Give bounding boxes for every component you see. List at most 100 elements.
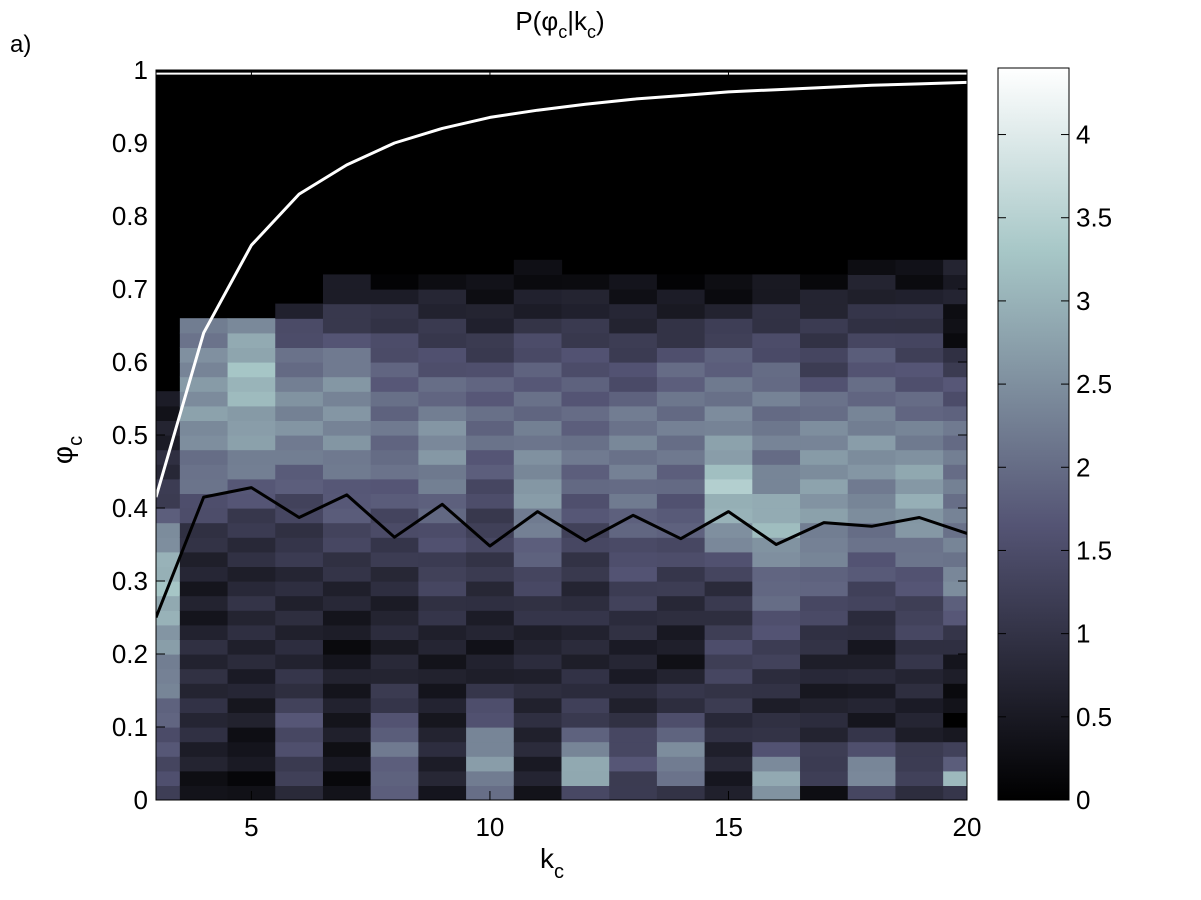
heatmap-cell <box>561 303 610 319</box>
heatmap-cell <box>800 581 849 597</box>
heatmap-cell <box>513 478 563 494</box>
y-tick-label: 1 <box>134 55 148 85</box>
heatmap-cell <box>561 595 610 611</box>
heatmap-cell <box>466 332 515 348</box>
heatmap-cell <box>609 362 658 378</box>
heatmap-cell <box>800 493 849 509</box>
heatmap-cell <box>847 610 897 626</box>
heatmap-cell <box>418 332 467 348</box>
heatmap-cell <box>179 639 229 655</box>
heatmap-cell <box>322 405 372 421</box>
heatmap-cell <box>609 697 658 713</box>
heatmap-cell <box>370 610 419 626</box>
heatmap-cell <box>800 741 849 757</box>
heatmap-cell <box>800 770 849 786</box>
heatmap-cell <box>466 274 515 290</box>
heatmap-cell <box>179 683 229 699</box>
heatmap-cell <box>656 727 706 743</box>
heatmap-cell <box>656 624 706 640</box>
heatmap-cell <box>466 624 515 640</box>
heatmap-cell <box>561 493 610 509</box>
heatmap-cell <box>227 332 276 348</box>
heatmap-cell <box>370 449 419 465</box>
heatmap-cell <box>847 566 897 582</box>
heatmap-cell <box>943 362 967 378</box>
heatmap-cell <box>275 318 324 334</box>
heatmap-cell <box>322 274 372 290</box>
heatmap-cell <box>847 654 897 670</box>
heatmap-cell <box>513 566 563 582</box>
heatmap-cell <box>800 347 849 363</box>
heatmap-cell <box>895 376 944 392</box>
heatmap-cell <box>561 391 610 407</box>
colorbar-tick-label: 0.5 <box>1076 702 1112 732</box>
heatmap-cell <box>418 610 467 626</box>
heatmap-cell <box>466 770 515 786</box>
series-line-white <box>156 80 967 498</box>
heatmap-cell <box>943 259 967 275</box>
heatmap-cell <box>656 697 706 713</box>
heatmap-cell <box>704 770 753 786</box>
heatmap-cell <box>943 697 967 713</box>
heatmap-cell <box>466 303 515 319</box>
heatmap-cell <box>418 683 467 699</box>
heatmap-cell <box>418 741 467 757</box>
heatmap-cell <box>895 522 944 538</box>
colorbar-tick-label: 2 <box>1076 452 1090 482</box>
heatmap-cell <box>466 362 515 378</box>
heatmap-cell <box>466 712 515 728</box>
heatmap-cell <box>895 362 944 378</box>
heatmap-cell <box>752 362 801 378</box>
heatmap-cell <box>418 376 467 392</box>
heatmap-cell <box>561 405 610 421</box>
heatmap-cell <box>370 435 419 451</box>
heatmap-cell <box>609 610 658 626</box>
heatmap-cell <box>800 683 849 699</box>
heatmap-cell <box>322 522 372 538</box>
heatmap-cell <box>656 712 706 728</box>
heatmap-cell <box>513 770 563 786</box>
heatmap-cell <box>704 639 753 655</box>
heatmap-cell <box>227 508 276 524</box>
heatmap-cell <box>752 595 801 611</box>
heatmap-cell <box>609 289 658 305</box>
heatmap-cell <box>275 332 324 348</box>
heatmap-cell <box>227 551 276 567</box>
heatmap-cell <box>275 624 324 640</box>
heatmap-cell <box>847 391 897 407</box>
heatmap-cell <box>179 566 229 582</box>
heatmap-cell <box>466 318 515 334</box>
heatmap-cell <box>800 362 849 378</box>
heatmap-cell <box>513 303 563 319</box>
heatmap-cell <box>466 376 515 392</box>
heatmap-cell <box>370 785 419 800</box>
heatmap-cell <box>704 537 753 553</box>
heatmap-cell <box>513 537 563 553</box>
heatmap-cell <box>418 347 467 363</box>
heatmap-cell <box>156 551 181 567</box>
heatmap-cell <box>609 376 658 392</box>
heatmap-cell <box>847 274 897 290</box>
heatmap-cell <box>275 566 324 582</box>
heatmap-cell <box>370 654 419 670</box>
heatmap-cell <box>561 289 610 305</box>
heatmap-cell <box>847 259 897 275</box>
x-tick-label: 5 <box>244 812 258 842</box>
heatmap-cell <box>656 274 706 290</box>
heatmap-cell <box>322 683 372 699</box>
heatmap-cell <box>752 332 801 348</box>
heatmap-cell <box>322 770 372 786</box>
heatmap-cell <box>227 654 276 670</box>
heatmap-cell <box>895 464 944 480</box>
heatmap-cell <box>466 347 515 363</box>
heatmap-cell <box>752 318 801 334</box>
heatmap-cell <box>513 493 563 509</box>
heatmap-cell <box>418 318 467 334</box>
heatmap-cell <box>895 318 944 334</box>
y-axis: 0 0.1 0.2 0.3 0.4 0.5 0.6 0.7 0.8 0.9 1 <box>112 55 967 815</box>
heatmap-cell <box>847 420 897 436</box>
heatmap-cell <box>227 362 276 378</box>
heatmap-cell <box>370 493 419 509</box>
heatmap-cell <box>561 581 610 597</box>
heatmap-cell <box>609 581 658 597</box>
